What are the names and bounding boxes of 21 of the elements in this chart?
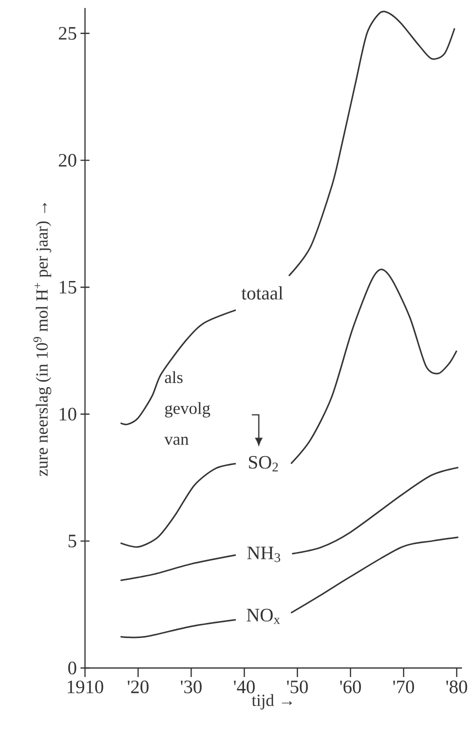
y-tick-label: 10 xyxy=(60,408,76,421)
x-tick-label: 1910 xyxy=(68,680,104,694)
x-tick-label: '40 xyxy=(234,680,255,694)
x-tick-label: '20 xyxy=(128,680,149,694)
x-tick-label: '50 xyxy=(287,680,308,694)
y-tick-label: 20 xyxy=(58,154,76,167)
y-tick-label: 25 xyxy=(58,27,76,40)
legend-label: SO$_{2}$ xyxy=(249,456,278,472)
y-tick-label: 0 xyxy=(68,662,76,674)
x-axis-title: tijd → xyxy=(252,694,292,710)
y-tick-label: 15 xyxy=(60,280,76,294)
y-tick-label: 5 xyxy=(68,534,76,548)
annotation: als gevolg van xyxy=(164,371,210,445)
x-tick-label: '70 xyxy=(393,680,414,694)
x-tick-label: '80 xyxy=(446,680,468,694)
series-label: totaal xyxy=(242,286,283,300)
y-axis-title: zure neerslag (in 10$^{9}$ mol H$^{+}$ per jaar) → xyxy=(33,202,52,476)
series-label: NO$_{x}$ xyxy=(246,608,280,624)
x-tick-label: '60 xyxy=(340,680,361,694)
series-label: NH$_{3}$ xyxy=(247,546,280,562)
x-tick-label: '30 xyxy=(180,680,202,694)
